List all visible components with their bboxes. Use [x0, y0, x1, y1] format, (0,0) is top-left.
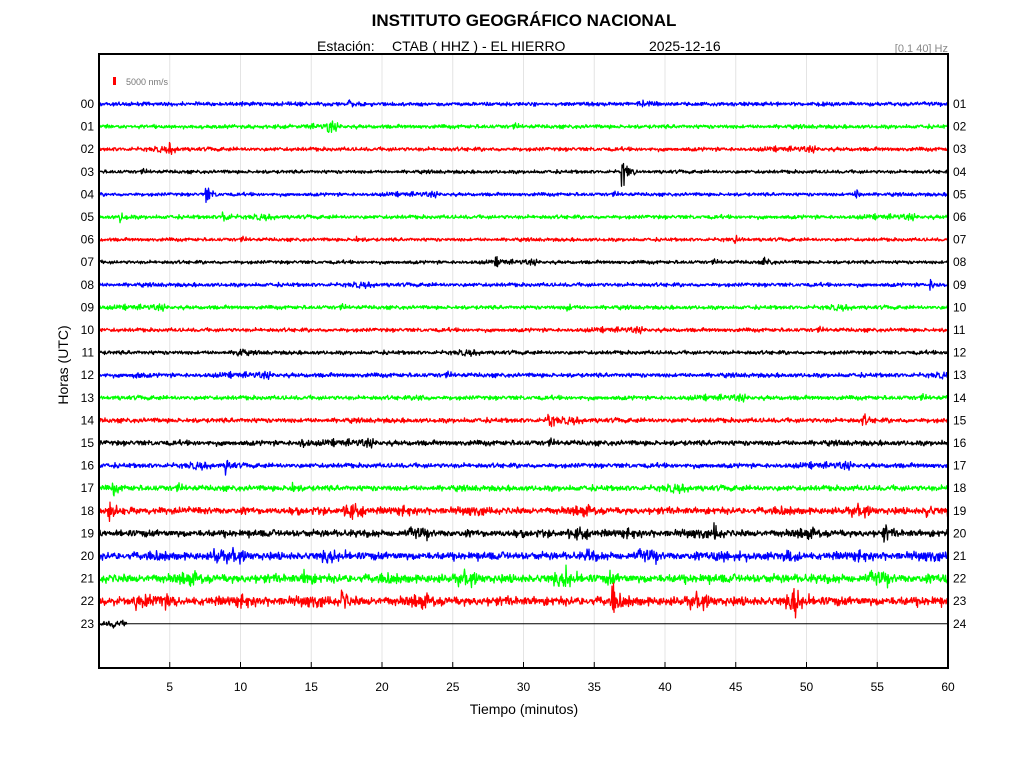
- hour-label-right: 19: [953, 504, 967, 518]
- hour-label-right: 01: [953, 97, 967, 111]
- hour-label-left: 19: [81, 526, 95, 540]
- hour-label-left: 15: [81, 436, 95, 450]
- hour-label-left: 07: [81, 255, 95, 269]
- hour-label-right: 03: [953, 142, 967, 156]
- trace-hour-19: [98, 522, 949, 543]
- trace-hour-18: [98, 501, 949, 523]
- trace-hour-08: [98, 278, 949, 291]
- hour-label-left: 08: [81, 278, 95, 292]
- trace-hour-22: [98, 582, 949, 619]
- hour-label-right: 22: [953, 572, 967, 586]
- trace-hour-15: [98, 437, 949, 449]
- hour-label-right: 08: [953, 255, 967, 269]
- trace-hour-16: [98, 459, 949, 476]
- chart-date: 2025-12-16: [649, 38, 721, 54]
- hour-label-left: 06: [81, 233, 95, 247]
- trace-hour-04: [98, 187, 949, 203]
- x-tick-label: 20: [375, 680, 389, 694]
- trace-hour-10: [98, 325, 949, 335]
- hour-label-left: 18: [81, 504, 95, 518]
- x-tick-label: 15: [305, 680, 319, 694]
- x-tick-label: 30: [517, 680, 531, 694]
- hour-label-left: 12: [81, 368, 95, 382]
- trace-hour-05: [98, 211, 949, 224]
- station-name: CTAB ( HHZ ) - EL HIERRO: [392, 38, 566, 54]
- trace-hour-12: [98, 370, 949, 381]
- scale-bar-label: 5000 nm/s: [126, 77, 169, 87]
- hour-label-right: 24: [953, 617, 967, 631]
- left-hour-labels: 00 01 02 03 04 05 06 07 08 09 10 11 12 13 14 15 16 17 18 19…: [81, 97, 95, 631]
- hour-label-right: 14: [953, 391, 967, 405]
- x-tick-label: 60: [941, 680, 955, 694]
- trace-hour-07: [98, 255, 949, 268]
- hour-label-right: 20: [953, 526, 967, 540]
- hour-label-left: 04: [81, 187, 95, 201]
- hour-label-left: 11: [82, 346, 95, 360]
- hour-label-right: 02: [953, 120, 967, 134]
- filter-band: [0.1 40] Hz: [895, 43, 948, 55]
- x-axis-label: Tiempo (minutos): [470, 701, 578, 717]
- x-tick-label: 10: [234, 680, 248, 694]
- hour-label-right: 12: [953, 346, 967, 360]
- hour-label-right: 06: [953, 210, 967, 224]
- x-tick-label: 5: [166, 680, 173, 694]
- hour-label-left: 00: [81, 97, 95, 111]
- grid-lines: [169, 54, 878, 668]
- hour-label-left: 16: [81, 459, 95, 473]
- x-tick-label: 35: [588, 680, 602, 694]
- seismic-traces: [98, 99, 949, 629]
- hour-label-left: 22: [81, 594, 95, 608]
- trace-hour-01: [98, 120, 949, 133]
- y-axis-label: Horas (UTC): [55, 325, 71, 404]
- hour-label-right: 15: [953, 413, 967, 427]
- trace-hour-11: [98, 348, 949, 357]
- trace-hour-06: [98, 234, 949, 245]
- hour-label-left: 23: [81, 617, 95, 631]
- hour-label-right: 10: [953, 300, 967, 314]
- hour-label-right: 11: [953, 323, 966, 337]
- hour-label-left: 09: [81, 300, 95, 314]
- x-tick-label: 40: [658, 680, 672, 694]
- trace-hour-03: [98, 162, 949, 187]
- hour-label-right: 09: [953, 278, 967, 292]
- hour-label-left: 13: [81, 391, 95, 405]
- trace-hour-02: [98, 141, 949, 156]
- trace-hour-17: [98, 481, 949, 497]
- hour-label-left: 10: [81, 323, 95, 337]
- trace-hour-14: [98, 413, 949, 428]
- hour-label-left: 21: [81, 572, 95, 586]
- hour-label-left: 03: [81, 165, 95, 179]
- trace-hour-21: [98, 564, 949, 589]
- scale-bar: [113, 77, 116, 85]
- hour-label-right: 13: [953, 368, 967, 382]
- hour-label-left: 14: [81, 413, 95, 427]
- hour-label-left: 02: [81, 142, 95, 156]
- hour-label-left: 17: [81, 481, 95, 495]
- hour-label-right: 16: [953, 436, 967, 450]
- chart-title: INSTITUTO GEOGRÁFICO NACIONAL: [372, 11, 677, 30]
- hour-label-left: 05: [81, 210, 95, 224]
- trace-hour-09: [98, 303, 949, 312]
- hour-label-right: 04: [953, 165, 967, 179]
- hour-label-left: 20: [81, 549, 95, 563]
- hour-label-left: 01: [81, 120, 95, 134]
- hour-label-right: 18: [953, 481, 967, 495]
- hour-label-right: 21: [953, 549, 967, 563]
- trace-hour-20: [98, 546, 949, 565]
- hour-label-right: 17: [953, 459, 967, 473]
- trace-hour-13: [98, 393, 949, 403]
- x-axis-ticks: 5 10 15 20 25 30 35 40 45 50 55 60: [166, 662, 955, 694]
- station-label: Estación:: [317, 38, 375, 54]
- hour-label-right: 07: [953, 233, 967, 247]
- x-tick-label: 45: [729, 680, 743, 694]
- hour-label-right: 05: [953, 187, 967, 201]
- x-tick-label: 50: [800, 680, 814, 694]
- trace-hour-23: [98, 619, 128, 629]
- trace-hour-00: [98, 99, 949, 108]
- x-tick-label: 25: [446, 680, 460, 694]
- right-hour-labels: 01 02 03 04 05 06 07 08 09 10 11 12 13 14 15 16 17 18 19 20…: [953, 97, 967, 631]
- x-tick-label: 55: [871, 680, 885, 694]
- hour-label-right: 23: [953, 594, 967, 608]
